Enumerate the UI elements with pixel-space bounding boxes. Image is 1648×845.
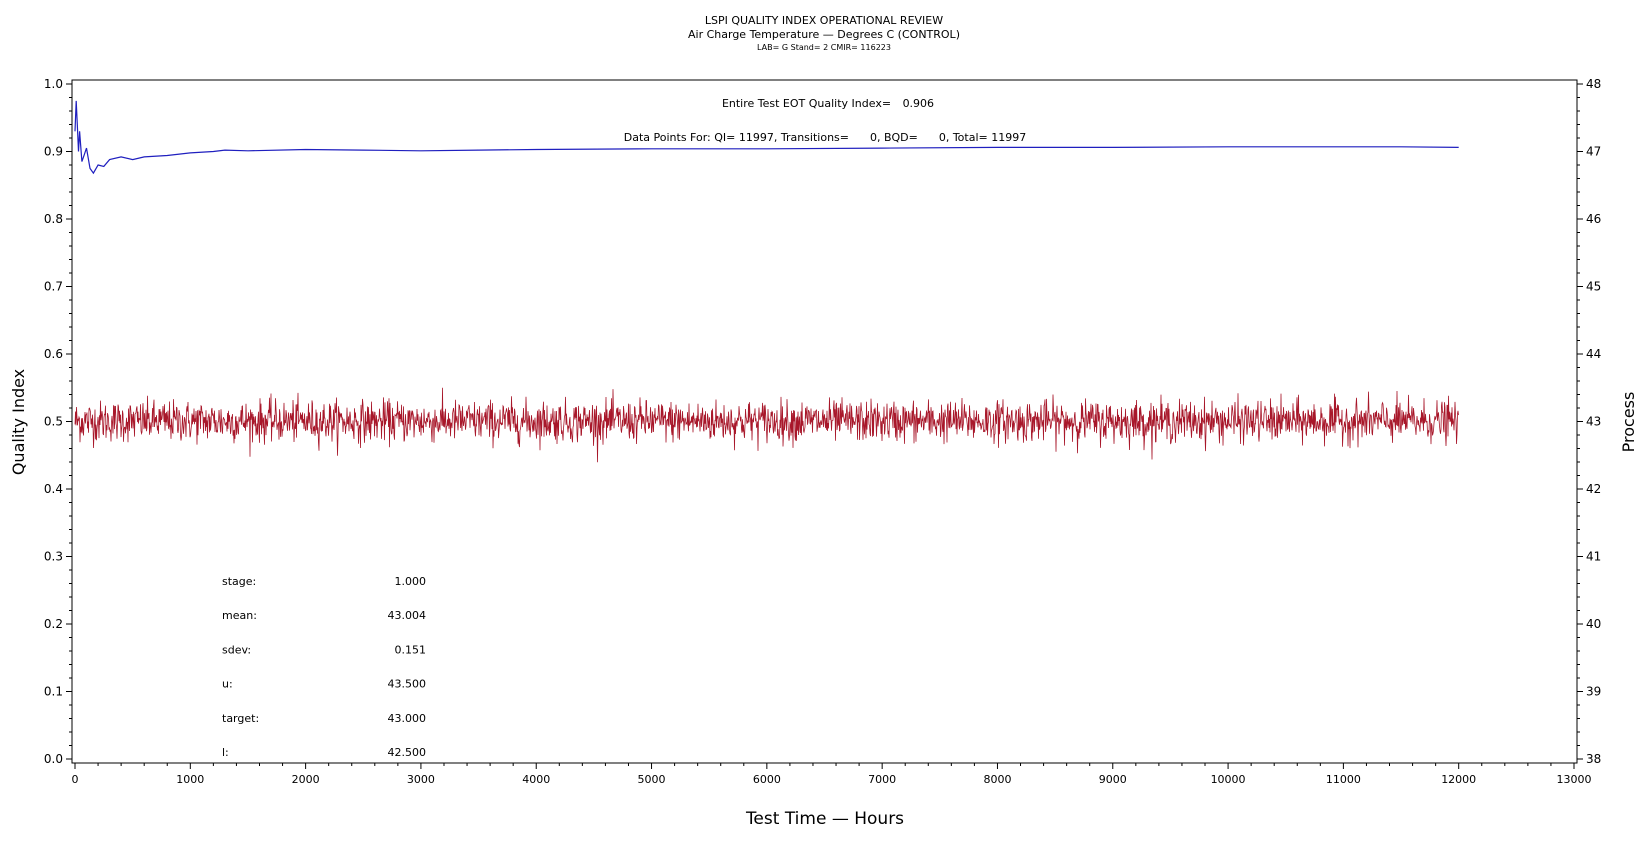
y2-axis-label: Process [1619,392,1638,453]
y-axis-label: Quality Index [9,369,28,475]
y-tick-label: 0.4 [44,482,63,496]
stat-label: l: [222,746,229,759]
x-tick-label: 6000 [753,773,781,786]
stat-label: mean: [222,609,257,622]
y-tick-label: 0.8 [44,212,63,226]
x-tick-label: 10000 [1211,773,1246,786]
stat-value: 42.500 [388,746,427,759]
series-quality-index [74,100,1459,175]
y-axis-left: 0.0 0.1 0.2 0.3 0.4 0.5 0.6 0.7 0.8 0.9 1.0 [44,77,72,766]
y2-tick-label: 46 [1586,212,1601,226]
x-axis: 0 1000 2000 3000 4000 5000 6000 7000 8000 9000 100… [72,763,1592,786]
y2-tick-label: 45 [1586,280,1601,294]
y-tick-label: 0.1 [44,685,63,699]
x-tick-label: 9000 [1099,773,1127,786]
y-tick-label: 0.9 [44,145,63,159]
quality-index-value: 0.906 [903,97,935,110]
stat-value: 1.000 [395,575,427,588]
y2-tick-label: 43 [1586,415,1601,429]
y2-tick-label: 48 [1586,77,1601,91]
y-tick-label: 0.5 [44,415,63,429]
y2-tick-label: 41 [1586,550,1601,564]
series-process [74,387,1459,463]
y-tick-label: 0.3 [44,550,63,564]
y-tick-label: 0.0 [44,752,63,766]
y2-tick-label: 40 [1586,617,1601,631]
y2-tick-label: 39 [1586,685,1601,699]
y2-tick-label: 44 [1586,347,1601,361]
stat-value: 0.151 [395,643,427,656]
x-tick-label: 8000 [983,773,1011,786]
x-tick-label: 4000 [522,773,550,786]
x-tick-label: 2000 [292,773,320,786]
x-tick-label: 12000 [1441,773,1476,786]
chart-title: LSPI QUALITY INDEX OPERATIONAL REVIEW [705,14,943,27]
y2-tick-label: 42 [1586,482,1601,496]
y-axis-right: 38 39 40 41 42 43 44 45 46 47 48 [1577,77,1601,766]
x-tick-label: 1000 [176,773,204,786]
y-tick-label: 0.7 [44,280,63,294]
x-tick-label: 13000 [1557,773,1592,786]
stat-label: u: [222,678,233,691]
stat-value: 43.004 [388,609,427,622]
x-tick-label: 3000 [407,773,435,786]
stat-value: 43.000 [388,712,427,725]
x-tick-label: 11000 [1326,773,1361,786]
y-tick-label: 0.6 [44,347,63,361]
x-tick-label: 5000 [638,773,666,786]
stats-table: stage: 1.000 mean: 43.004 sdev: 0.151 u: 43.500… [222,575,426,759]
stat-label: target: [222,712,259,725]
y-tick-label: 0.2 [44,617,63,631]
stat-value: 43.500 [388,678,427,691]
stat-label: stage: [222,575,256,588]
quality-index-annotation: Entire Test EOT Quality Index= 0.906 [722,97,934,110]
stat-label: sdev: [222,643,251,656]
chart-subsubtitle: LAB= G Stand= 2 CMIR= 116223 [757,43,891,52]
chart-subtitle: Air Charge Temperature — Degrees C (CONT… [688,28,960,41]
y2-tick-label: 47 [1586,145,1601,159]
x-tick-label: 7000 [868,773,896,786]
y-tick-label: 1.0 [44,77,63,91]
datapoints-annotation: Data Points For: QI= 11997, Transitions=… [624,131,1026,144]
x-axis-label: Test Time — Hours [745,809,904,829]
y2-tick-label: 38 [1586,752,1601,766]
quality-index-prefix: Entire Test EOT Quality Index= [722,97,891,110]
x-tick-label: 0 [72,773,79,786]
